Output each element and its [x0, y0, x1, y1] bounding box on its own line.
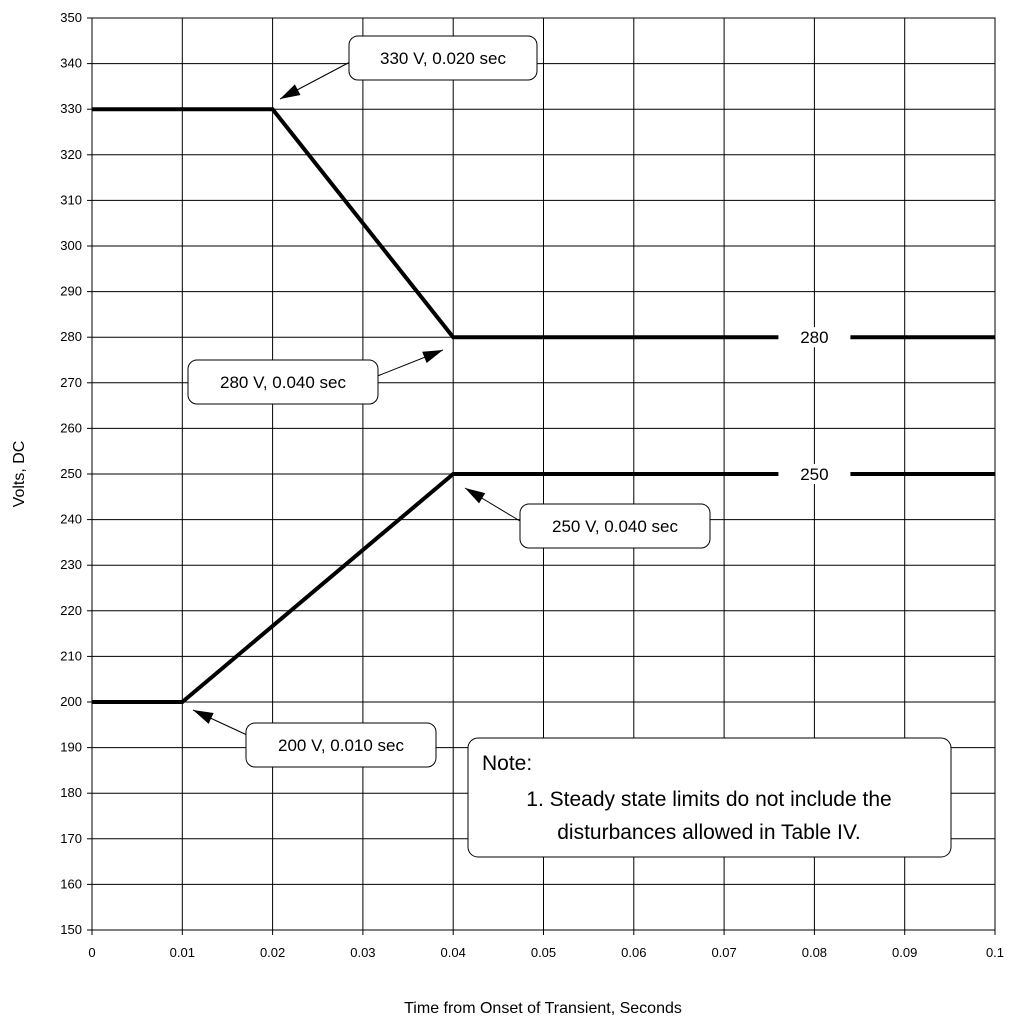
- callout-label: 200 V, 0.010 sec: [278, 736, 405, 755]
- note-frame: [467, 737, 952, 858]
- x-tick-label: 0.01: [170, 945, 195, 960]
- y-tick-label: 150: [60, 922, 82, 937]
- x-tick-label: 0.05: [531, 945, 556, 960]
- x-axis-title: Time from Onset of Transient, Seconds: [404, 1000, 682, 1017]
- y-tick-label: 260: [60, 420, 82, 435]
- y-tick-label: 220: [60, 603, 82, 618]
- x-tick-label: 0.1: [986, 945, 1004, 960]
- x-tick-label: 0.09: [892, 945, 917, 960]
- y-tick-label: 290: [60, 284, 82, 299]
- y-tick-label: 320: [60, 147, 82, 162]
- x-tick-label: 0.04: [441, 945, 466, 960]
- y-tick-label: 160: [60, 876, 82, 891]
- callout-box: [187, 359, 379, 405]
- y-tick-label: 250: [60, 466, 82, 481]
- x-tick-label: 0.06: [621, 945, 646, 960]
- lower-limit-line: [92, 472, 995, 704]
- x-tick-label: 0.03: [350, 945, 375, 960]
- note-line: 1. Steady state limits do not include th…: [526, 788, 891, 811]
- callout-arrowhead: [465, 488, 486, 504]
- x-tick-label: 0.02: [260, 945, 285, 960]
- callout-box: [245, 722, 437, 768]
- callout-label: 250 V, 0.040 sec: [552, 517, 679, 536]
- line-value-label: 250: [800, 465, 828, 484]
- callout-arrowhead: [422, 350, 443, 363]
- y-tick-label: 170: [60, 831, 82, 846]
- callout-label: 330 V, 0.020 sec: [380, 49, 507, 68]
- y-tick-label: 180: [60, 785, 82, 800]
- callout-arrowhead: [280, 84, 301, 99]
- line-label-gap: [778, 464, 851, 484]
- y-tick-label: 210: [60, 648, 82, 663]
- note-box: Note: 1. Steady state limits do not inclu…: [467, 737, 952, 858]
- line-value-label: 280: [800, 328, 828, 347]
- y-tick-label: 310: [60, 192, 82, 207]
- tick-labels: 0 0.01 0.02 0.03 0.04 0.05 0.06 0.07 0.08 0.09 0.1…: [60, 10, 1004, 960]
- line-labels: 280 250: [778, 327, 851, 484]
- y-tick-label: 200: [60, 694, 82, 709]
- callout-label: 280 V, 0.040 sec: [220, 373, 347, 392]
- y-tick-label: 300: [60, 238, 82, 253]
- y-tick-label: 190: [60, 740, 82, 755]
- callouts: 330 V, 0.020 sec 280 V, 0.040 sec 250 V, 0…: [187, 35, 711, 768]
- y-tick-label: 350: [60, 10, 82, 25]
- x-tick-label: 0: [88, 945, 95, 960]
- callout-arrowhead: [193, 710, 214, 724]
- y-axis-title: Volts, DC: [11, 441, 28, 508]
- line-label-gap: [778, 327, 851, 348]
- x-tick-label: 0.08: [802, 945, 827, 960]
- y-tick-label: 240: [60, 512, 82, 527]
- y-tick-label: 230: [60, 557, 82, 572]
- callout-box: [348, 35, 538, 81]
- x-tick-label: 0.07: [711, 945, 736, 960]
- y-tick-label: 330: [60, 101, 82, 116]
- note-title: Note:: [482, 752, 532, 775]
- note-line: disturbances allowed in Table IV.: [557, 821, 861, 844]
- upper-limit-line: [92, 107, 995, 340]
- series: [92, 107, 995, 704]
- y-tick-label: 270: [60, 375, 82, 390]
- callout-box: [519, 503, 711, 549]
- y-tick-label: 340: [60, 56, 82, 71]
- y-tick-label: 280: [60, 329, 82, 344]
